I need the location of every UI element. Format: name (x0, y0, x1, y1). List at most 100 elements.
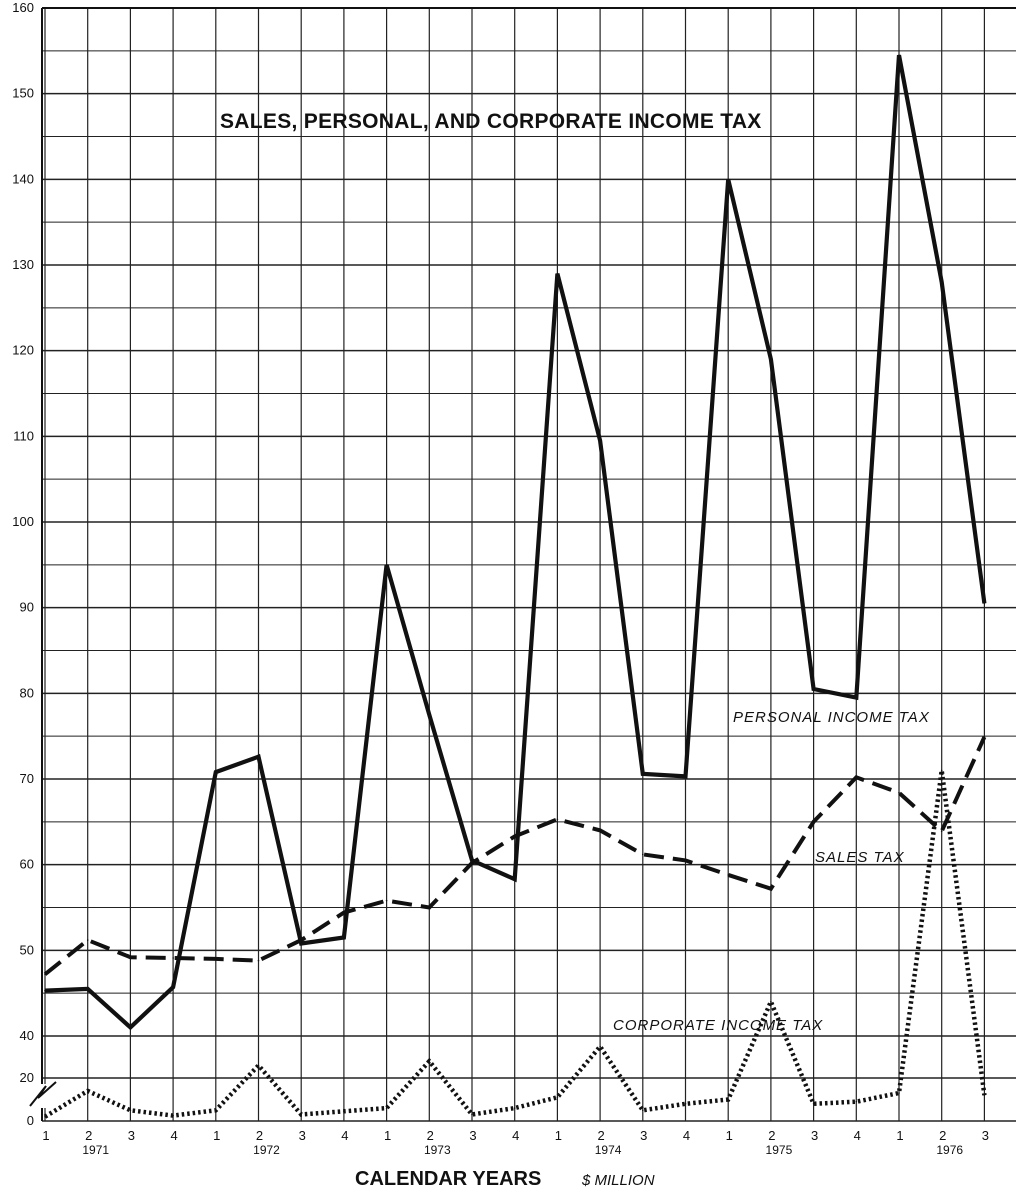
y-tick-label: 130 (12, 257, 34, 272)
data-point (556, 272, 559, 275)
chart-title: SALES, PERSONAL, AND CORPORATE INCOME TA… (220, 110, 762, 133)
x-tick-label: 1 (726, 1128, 733, 1143)
data-point (385, 1107, 388, 1109)
data-point (898, 1092, 900, 1094)
series-label-personal-income-tax: PERSONAL INCOME TAX (733, 709, 930, 726)
data-point (44, 989, 46, 992)
data-point (257, 1064, 260, 1067)
data-point (898, 54, 900, 56)
data-point (642, 773, 644, 775)
data-point (129, 1109, 132, 1112)
x-tick-label: 2 (597, 1128, 604, 1143)
data-point (599, 829, 601, 832)
y-tick-label: 80 (20, 685, 34, 700)
data-point (300, 939, 303, 941)
series-lines (43, 54, 987, 1119)
x-tick-label: 3 (640, 1128, 647, 1143)
x-tick-label: 4 (341, 1128, 348, 1143)
x-tick-label: 1 (213, 1128, 220, 1143)
y-tick-label: 140 (12, 171, 34, 186)
year-label: 1975 (766, 1143, 793, 1157)
data-point (513, 835, 516, 838)
data-point (940, 830, 943, 833)
y-axis-break (29, 1081, 76, 1108)
x-tick-label: 3 (128, 1128, 135, 1143)
y-tick-label: 70 (20, 771, 34, 786)
year-labels: 1971 1972 1973 1974 1975 1976 (82, 1143, 963, 1157)
year-label: 1972 (253, 1143, 280, 1157)
data-point (215, 958, 217, 960)
x-tick-label: 3 (811, 1128, 818, 1143)
data-point (129, 1026, 132, 1029)
data-point (428, 713, 431, 716)
data-point (812, 688, 815, 690)
data-point (727, 1098, 729, 1101)
y-tick-label: 40 (20, 1028, 34, 1043)
y-tick-label: 20 (20, 1070, 34, 1085)
x-tick-label: 3 (982, 1128, 989, 1143)
data-point (898, 791, 900, 794)
grid (41, 7, 1016, 1122)
unit-label: $ MILLION (581, 1172, 655, 1189)
data-point (770, 358, 772, 361)
data-point (172, 986, 174, 988)
year-label: 1973 (424, 1143, 451, 1157)
data-point (855, 776, 858, 779)
x-tick-label: 3 (469, 1128, 476, 1143)
y-tick-label: 160 (12, 0, 34, 15)
y-tick-label: 150 (12, 86, 34, 101)
data-point (428, 906, 431, 909)
data-point (684, 1103, 687, 1105)
y-tick-label: 100 (12, 514, 34, 529)
data-point (428, 1060, 431, 1062)
data-point (983, 736, 986, 738)
data-point (86, 1090, 89, 1092)
x-tick-label: 1 (555, 1128, 562, 1143)
data-point (300, 942, 303, 945)
x-tick-label: 1 (896, 1128, 903, 1143)
y-tick-label: 90 (20, 600, 34, 615)
year-label: 1971 (82, 1143, 109, 1157)
data-point (86, 939, 89, 941)
data-point (44, 1115, 46, 1118)
data-point (385, 899, 388, 902)
x-tick-label: 2 (768, 1128, 775, 1143)
y-tick-label: 110 (13, 428, 34, 443)
data-point (129, 956, 132, 958)
series-label-sales-tax: SALES TAX (815, 849, 905, 866)
y-tick-label: 0 (27, 1113, 34, 1128)
y-tick-label: 120 (12, 343, 34, 358)
year-label: 1974 (595, 1143, 622, 1157)
data-point (770, 887, 772, 890)
data-point (812, 1103, 815, 1105)
data-point (471, 862, 473, 864)
x-tick-label: 1 (384, 1128, 391, 1143)
data-point (172, 1114, 174, 1117)
y-tick-label: 50 (20, 942, 34, 957)
y-tick-label: 60 (20, 857, 34, 872)
data-point (812, 821, 815, 823)
data-point (513, 878, 516, 881)
data-point (385, 564, 388, 566)
x-tick-label: 2 (427, 1128, 434, 1143)
x-tick-label: 4 (854, 1128, 861, 1143)
data-point (343, 911, 345, 914)
data-point (727, 874, 729, 876)
data-point (215, 771, 217, 773)
data-point (940, 769, 943, 772)
data-point (855, 1100, 858, 1103)
data-point (599, 439, 601, 442)
data-point (300, 1113, 303, 1116)
data-point (642, 853, 644, 856)
series-label-corporate-income-tax: CORPORATE INCOME TAX (613, 1017, 823, 1034)
data-point (343, 1110, 345, 1113)
data-point (684, 775, 687, 778)
data-point (257, 755, 260, 758)
data-point (471, 1113, 473, 1116)
x-tick-labels: 1 2 3 4 1 2 3 4 1 2 3 4 1 2 3 4 1 2 3 4 1 2 3 (42, 1128, 989, 1143)
year-label: 1976 (936, 1143, 963, 1157)
break-gap (36, 1084, 76, 1108)
data-point (343, 936, 345, 939)
x-tick-label: 1 (42, 1128, 49, 1143)
